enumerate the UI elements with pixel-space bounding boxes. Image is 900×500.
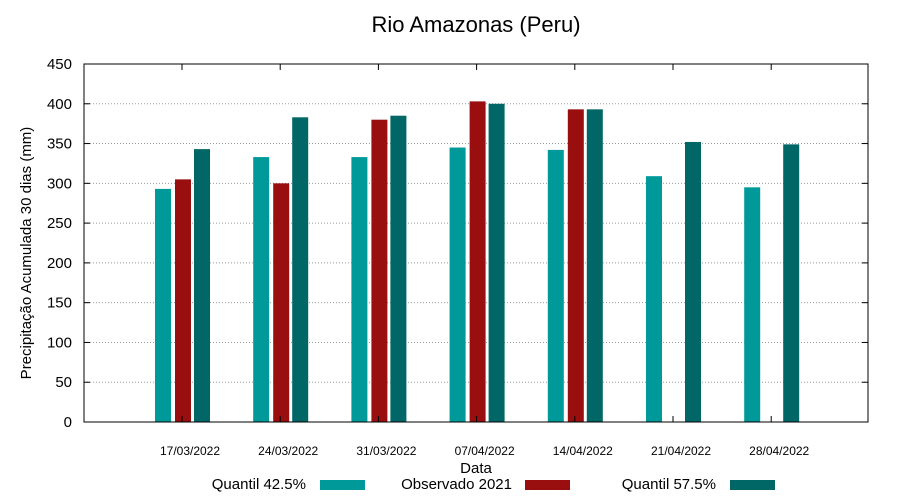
x-tick-label: 21/04/2022	[651, 444, 711, 458]
x-axis-ticks: 17/03/2022 24/03/2022 31/03/2022 07/04/2022…	[160, 64, 810, 458]
y-tick-label: 100	[47, 334, 72, 351]
bar	[390, 115, 407, 422]
y-tick-label: 0	[64, 414, 72, 431]
bar	[351, 157, 368, 422]
bar	[273, 183, 290, 422]
y-tick-label: 300	[47, 175, 72, 192]
x-tick-label: 14/04/2022	[553, 444, 613, 458]
bar	[567, 109, 584, 422]
bar	[449, 147, 466, 423]
legend: Quantil 42.5% Observado 2021 Quantil 57.5%	[212, 476, 775, 493]
bar	[371, 119, 388, 422]
legend-swatch	[730, 480, 775, 490]
plot-frame	[83, 63, 869, 423]
x-tick-label: 28/04/2022	[749, 444, 809, 458]
bar	[646, 176, 662, 422]
y-tick-label: 200	[47, 255, 72, 272]
legend-swatch	[525, 480, 570, 490]
bar	[253, 157, 270, 422]
legend-label: Observado 2021	[401, 476, 512, 493]
y-tick-label: 400	[47, 96, 72, 113]
y-tick-label: 250	[47, 215, 72, 232]
x-tick-label: 24/03/2022	[258, 444, 318, 458]
x-tick-label: 07/04/2022	[455, 444, 515, 458]
x-tick-label: 31/03/2022	[356, 444, 416, 458]
bar	[783, 144, 800, 422]
bar	[155, 188, 171, 422]
legend-swatch	[320, 480, 365, 490]
bar	[744, 187, 761, 422]
y-tick-label: 150	[47, 295, 72, 312]
bar	[586, 109, 603, 422]
x-axis-label: Data	[460, 460, 492, 477]
y-axis-label: Precipitação Acumulada 30 dias (mm)	[18, 127, 35, 380]
bars	[155, 101, 800, 423]
chart-title: Rio Amazonas (Peru)	[371, 12, 580, 37]
bar	[292, 117, 309, 423]
legend-label: Quantil 57.5%	[622, 476, 716, 493]
y-tick-label: 450	[47, 56, 72, 73]
bar	[469, 101, 486, 422]
bar	[194, 149, 210, 422]
y-tick-label: 350	[47, 136, 72, 153]
y-axis-ticks: 0 50 100 150 200 250 300 350 400 450	[47, 56, 868, 431]
y-tick-label: 50	[55, 374, 72, 391]
bar	[547, 149, 564, 423]
bar	[685, 141, 701, 422]
x-tick-label: 17/03/2022	[160, 444, 220, 458]
legend-label: Quantil 42.5%	[212, 476, 306, 493]
bar	[175, 179, 191, 422]
bar	[488, 103, 505, 423]
